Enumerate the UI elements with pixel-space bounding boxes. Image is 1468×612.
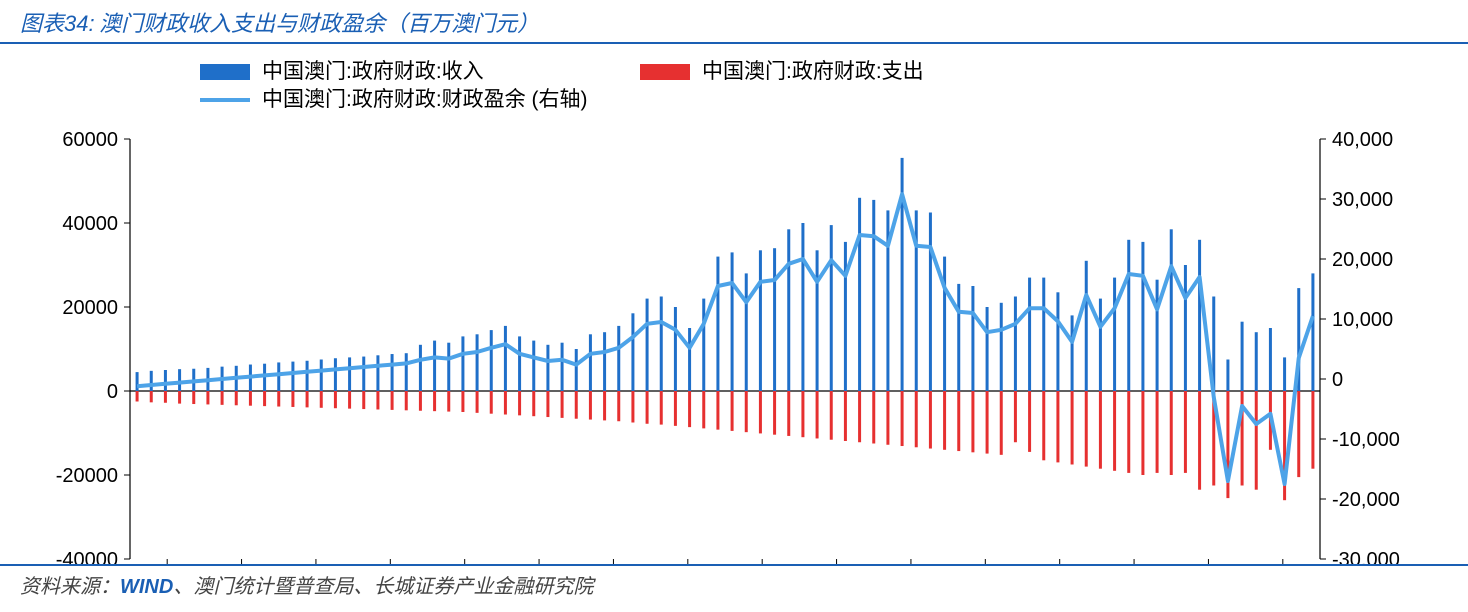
svg-text:-20000: -20000 [56,465,118,487]
svg-text:40000: 40000 [62,213,118,235]
svg-text:0: 0 [1332,369,1343,391]
svg-text:中国澳门:政府财政:收入: 中国澳门:政府财政:收入 [262,60,484,83]
svg-text:40,000: 40,000 [1332,129,1393,151]
title-prefix: 图表 [20,11,64,36]
svg-text:60000: 60000 [62,129,118,151]
svg-text:中国澳门:政府财政:支出: 中国澳门:政府财政:支出 [702,60,924,83]
source-rest: 、澳门统计暨普查局、长城证券产业金融研究院 [173,576,593,598]
svg-text:20,000: 20,000 [1332,249,1393,271]
svg-text:-10,000: -10,000 [1332,429,1400,451]
title-text: 澳门财政收入支出与财政盈余（百万澳门元） [99,11,539,36]
svg-text:-20,000: -20,000 [1332,489,1400,511]
svg-text:20000: 20000 [62,297,118,319]
figure-container: 图表34: 澳门财政收入支出与财政盈余（百万澳门元） 中国澳门:政府财政:收入中… [0,0,1468,612]
svg-text:0: 0 [107,381,118,403]
source-footer: 资料来源：WIND、澳门统计暨普查局、长城证券产业金融研究院 [0,564,1468,603]
svg-text:10,000: 10,000 [1332,309,1393,331]
chart-svg: 中国澳门:政府财政:收入 中国澳门:政府财政:支出中国澳门:政府财政:财政盈余 (… [0,44,1468,564]
svg-text:-40000: -40000 [56,549,118,564]
title-number: 34: [64,11,95,36]
svg-text:30,000: 30,000 [1332,189,1393,211]
source-wind: WIND [120,576,173,598]
chart-area: 中国澳门:政府财政:收入 中国澳门:政府财政:支出中国澳门:政府财政:财政盈余 (… [0,44,1468,564]
svg-text:中国澳门:政府财政:财政盈余 (右轴): 中国澳门:政府财政:财政盈余 (右轴) [262,88,588,111]
figure-header: 图表34: 澳门财政收入支出与财政盈余（百万澳门元） [0,0,1468,44]
svg-text:-30,000: -30,000 [1332,549,1400,564]
source-label: 资料来源： [20,576,120,598]
